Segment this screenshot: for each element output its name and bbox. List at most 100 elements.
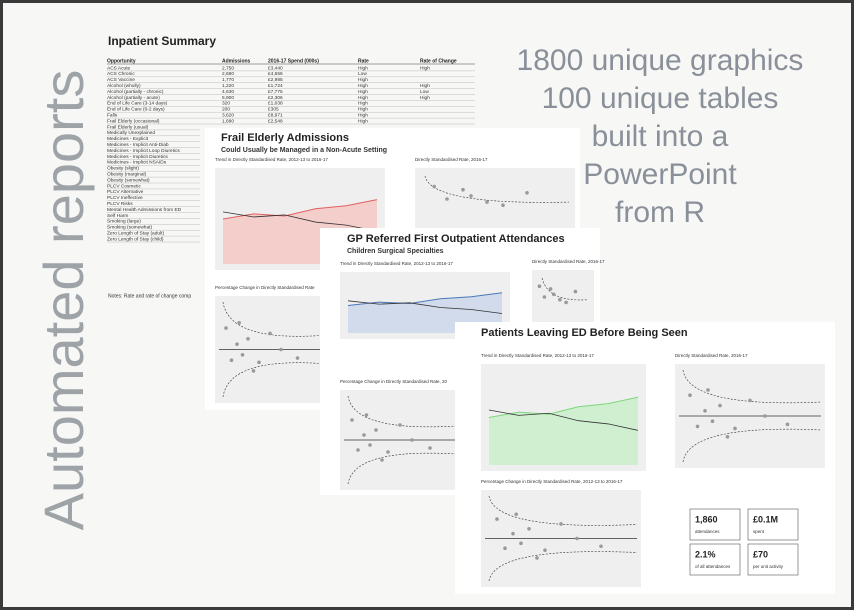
scatter-dot bbox=[410, 438, 414, 442]
stat-box bbox=[747, 508, 799, 541]
page-subtitle: Children Surgical Specialties bbox=[347, 248, 444, 255]
scatter-dot bbox=[362, 433, 366, 437]
table-cell: End of Life Care (3-14 days) bbox=[107, 101, 168, 107]
table-cell: 4,630 bbox=[222, 89, 234, 95]
stat-value: £70 bbox=[753, 549, 768, 559]
scatter-dot bbox=[599, 544, 603, 549]
scatter-dot bbox=[356, 448, 360, 452]
table-cell: ACS Vaccine bbox=[107, 77, 135, 83]
report-pages: Frail Elderly Admissions Could Usually be… bbox=[205, 128, 835, 594]
page-title: Patients Leaving ED Before Being Seen bbox=[481, 327, 688, 339]
stat-value: 2.1% bbox=[695, 549, 716, 559]
funnel-curve bbox=[488, 551, 638, 582]
scatter-dot bbox=[461, 187, 465, 192]
table-cell: £1,724 bbox=[268, 83, 283, 89]
scatter-dot bbox=[718, 403, 722, 408]
inpatient-summary: Inpatient Summary Opportunity Admissions 20… bbox=[107, 34, 475, 299]
table-cell: High bbox=[420, 83, 430, 89]
table-cell: High bbox=[358, 65, 368, 71]
column-header: Opportunity bbox=[107, 58, 136, 64]
trend-line bbox=[347, 300, 503, 314]
trend-line bbox=[347, 292, 503, 306]
scatter-dot bbox=[380, 458, 384, 462]
table-cell: £3,440 bbox=[268, 65, 283, 71]
table-cell: Obesity (marginal) bbox=[107, 171, 147, 177]
trend-line bbox=[488, 409, 639, 431]
table-cell: PLCV Cosmetic bbox=[107, 183, 141, 189]
panel-title: Percentage Change in Directly Standardis… bbox=[481, 479, 623, 484]
stat-label: attendances bbox=[695, 529, 720, 534]
table-cell: High bbox=[420, 65, 430, 71]
table-cell: PLCV Alternative bbox=[107, 189, 144, 195]
table-cell: Zero Length of Stay (adult) bbox=[107, 230, 164, 236]
scatter-dot bbox=[558, 297, 562, 302]
table-cell: £7,775 bbox=[268, 89, 283, 95]
scatter-dot bbox=[469, 194, 473, 198]
table-cell: Alcohol (wholly) bbox=[107, 83, 141, 89]
scatter-dot bbox=[386, 450, 390, 454]
table-cell: £305 bbox=[268, 107, 279, 113]
scatter-dot bbox=[374, 428, 378, 432]
headline-line: built into a bbox=[592, 120, 729, 153]
table-cell: Obesity (slight) bbox=[107, 166, 139, 172]
scatter-dot bbox=[703, 409, 707, 413]
column-header: 2016-17 Spend (000s) bbox=[268, 58, 319, 64]
scatter-dot bbox=[495, 517, 499, 521]
scatter-dot bbox=[559, 522, 563, 526]
table-cell: High bbox=[358, 112, 368, 118]
scatter-dot bbox=[350, 418, 354, 422]
panel-title: Directly Standardised Rate, 2016-17 bbox=[675, 353, 748, 358]
table-cell: Smoking (somewhat) bbox=[107, 225, 152, 231]
table-cell: Alcohol (partially - acute) bbox=[107, 95, 160, 101]
scatter-dot bbox=[428, 446, 432, 450]
table-cell: Medicines - Implicit Diuretics bbox=[107, 154, 168, 160]
funnel-curve bbox=[488, 495, 638, 526]
scatter-dot bbox=[398, 423, 402, 427]
scatter-dot bbox=[501, 203, 505, 207]
table-cell: Low bbox=[420, 89, 429, 95]
column-header: Admissions bbox=[222, 58, 251, 64]
table-cell: ACS Acute bbox=[107, 65, 131, 71]
table-cell: Smoking (large) bbox=[107, 219, 141, 225]
summary-notes: Notes: Rate and rate of change comp bbox=[108, 293, 191, 299]
table-cell: Low bbox=[358, 71, 367, 77]
table-cell: PLCV Ineffective bbox=[107, 195, 143, 201]
table-cell: Medicines - Explicit bbox=[107, 136, 149, 142]
table-cell: High bbox=[358, 77, 368, 83]
trend-area bbox=[489, 397, 638, 465]
table-cell: Frail Elderly (occasional) bbox=[107, 118, 160, 124]
stat-value: 1,860 bbox=[695, 514, 718, 524]
panel-title: Trend in Directly Standardised Rate, 201… bbox=[215, 157, 328, 162]
scatter-dot bbox=[485, 200, 489, 204]
scatter-dot bbox=[525, 191, 529, 195]
table-cell: High bbox=[358, 95, 368, 101]
scatter-dot bbox=[235, 342, 239, 346]
table-cell: Medically Unexplained bbox=[107, 130, 155, 136]
scatter-dot bbox=[564, 300, 568, 305]
scatter-dot bbox=[706, 388, 710, 392]
table-cell: High bbox=[358, 83, 368, 89]
panel-title: Percentage Change in Directly Standardis… bbox=[215, 285, 315, 290]
scatter-dot bbox=[542, 295, 547, 299]
scatter-dot bbox=[688, 393, 692, 398]
scatter-dot bbox=[257, 360, 261, 365]
scatter-dot bbox=[695, 424, 700, 429]
table-cell: 200 bbox=[222, 107, 230, 113]
scatter-dot bbox=[543, 548, 547, 552]
scatter-dot bbox=[251, 369, 256, 373]
scatter-dot bbox=[224, 326, 228, 330]
table-cell: High bbox=[358, 107, 368, 113]
table-cell: PLCV Risks bbox=[107, 201, 133, 207]
scatter-dot bbox=[575, 536, 579, 541]
stat-label: spent bbox=[753, 529, 765, 534]
funnel-curve bbox=[682, 369, 822, 404]
column-header: Rate bbox=[358, 58, 369, 64]
table-cell: £4,656 bbox=[268, 71, 283, 77]
column-header: Rate of Change bbox=[420, 58, 457, 64]
stat-box bbox=[689, 508, 741, 541]
table-cell: Mental Health Admissions from ED bbox=[107, 207, 182, 213]
table-cell: 320 bbox=[222, 101, 230, 107]
stat-value: £0.1M bbox=[753, 514, 778, 524]
table-cell: Medicines - Implicit Loop Diuretics bbox=[107, 148, 180, 154]
